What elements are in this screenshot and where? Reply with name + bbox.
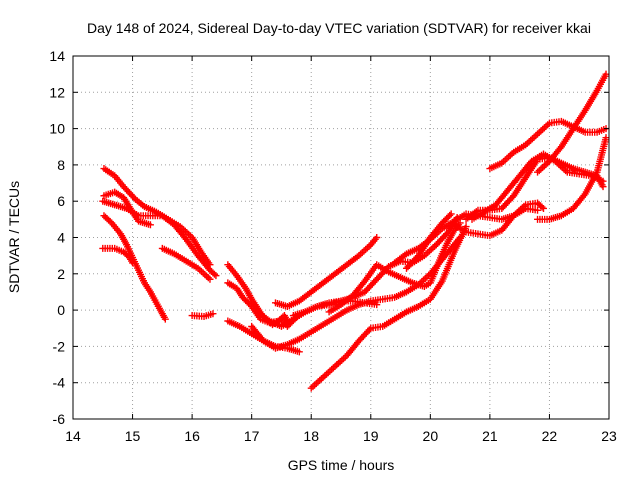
y-tick-label: 4 <box>57 230 65 246</box>
data-point <box>130 194 138 202</box>
series-track-b1 <box>188 310 217 320</box>
data-point <box>161 315 169 323</box>
series-track-d7 <box>403 210 455 272</box>
series-track-e5 <box>534 134 610 223</box>
x-tick-label: 20 <box>423 428 439 444</box>
data-point <box>146 221 154 229</box>
data-point <box>373 301 381 309</box>
data-layer <box>99 70 610 392</box>
data-point <box>365 326 373 334</box>
data-point <box>106 218 114 226</box>
y-tick-label: -4 <box>53 375 66 391</box>
series-track-a3 <box>99 197 220 280</box>
tick-layer: 14 15 16 17 18 19 20 21 22 23 -6 -4 -2 0 2 4 6 8 10 12 14 <box>49 48 617 444</box>
data-point <box>534 206 542 214</box>
x-axis-label: GPS time / hours <box>288 457 395 473</box>
series-track-d2 <box>271 234 381 310</box>
x-tick-label: 14 <box>65 428 81 444</box>
x-tick-label: 22 <box>542 428 558 444</box>
data-point <box>212 272 220 280</box>
data-point <box>602 134 610 142</box>
data-point <box>580 192 588 200</box>
y-tick-label: 2 <box>57 266 65 282</box>
x-tick-label: 19 <box>363 428 379 444</box>
data-point <box>602 70 610 78</box>
data-point <box>446 211 454 219</box>
series-track-a6 <box>99 244 137 267</box>
data-point <box>373 234 381 241</box>
series-track-a5 <box>100 212 169 323</box>
y-tick-label: -6 <box>53 411 66 427</box>
y-tick-label: -2 <box>53 338 66 354</box>
x-tick-label: 18 <box>303 428 319 444</box>
data-point <box>295 348 303 356</box>
x-tick-label: 16 <box>184 428 200 444</box>
data-point <box>129 259 137 267</box>
x-tick-label: 15 <box>125 428 141 444</box>
data-point <box>209 310 217 318</box>
grid-layer <box>73 56 609 419</box>
y-tick-label: 14 <box>49 48 65 64</box>
series-track-e1 <box>450 199 547 240</box>
chart-title: Day 148 of 2024, Sidereal Day-to-day VTE… <box>87 20 591 36</box>
series-track-e6 <box>534 70 610 176</box>
series-track-d4 <box>307 223 470 392</box>
data-point <box>447 210 455 218</box>
y-tick-label: 12 <box>49 84 65 100</box>
data-point <box>599 177 607 185</box>
series-track-a4 <box>158 244 214 283</box>
x-tick-label: 23 <box>601 428 617 444</box>
series-track-a2 <box>100 188 154 229</box>
y-tick-label: 10 <box>49 121 65 137</box>
y-tick-label: 0 <box>57 302 65 318</box>
x-tick-label: 17 <box>244 428 260 444</box>
data-point <box>210 270 218 278</box>
data-point <box>206 275 214 283</box>
y-tick-label: 8 <box>57 157 65 173</box>
data-point <box>539 204 547 212</box>
y-tick-label: 6 <box>57 193 65 209</box>
x-tick-label: 21 <box>482 428 498 444</box>
y-axis-label: SDTVAR / TECUs <box>6 181 22 293</box>
data-point <box>538 203 546 211</box>
